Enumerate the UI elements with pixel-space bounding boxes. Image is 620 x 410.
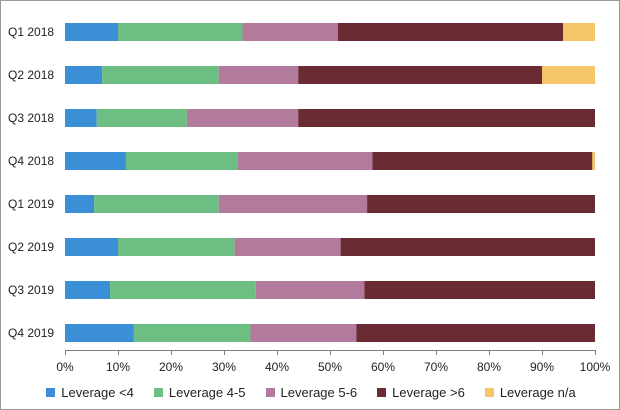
legend-swatch — [265, 388, 275, 397]
legend-swatch — [377, 388, 387, 397]
x-tick-label: 10% — [106, 360, 130, 374]
legend-item: Leverage >6 — [377, 385, 465, 400]
bar-segment — [110, 281, 256, 299]
x-axis-labels: 0% 10% 20% 30% 40% 50% 60% 70% 80% 90% 100% — [56, 360, 610, 374]
bar-segment — [234, 238, 341, 256]
bar-segment — [298, 109, 595, 127]
bar-segment — [102, 66, 219, 84]
bar-segment — [364, 281, 595, 299]
legend-label: Leverage n/a — [499, 385, 576, 400]
x-tick-label: 90% — [530, 360, 554, 374]
x-tick-label: 80% — [477, 360, 501, 374]
x-tick-label: 20% — [159, 360, 183, 374]
bar-segment — [218, 66, 299, 84]
bar-segment — [65, 195, 95, 213]
bar-segment — [65, 23, 118, 41]
bars-layer — [65, 23, 595, 342]
legend-label: Leverage 4-5 — [168, 385, 246, 400]
bar-segment — [356, 324, 595, 342]
legend: Leverage <4 Leverage 4-5 Leverage 5-6 Lever… — [1, 385, 620, 400]
x-tick-label: 60% — [371, 360, 395, 374]
bar-segment — [65, 109, 97, 127]
bar-segment — [367, 195, 595, 213]
x-tick-label: 40% — [265, 360, 289, 374]
bar-segment — [65, 152, 126, 170]
legend-swatch — [484, 388, 494, 397]
bar-segment — [186, 109, 299, 127]
x-tick-label: 0% — [56, 360, 74, 374]
bar-segment — [255, 281, 365, 299]
legend-item: Leverage 5-6 — [265, 385, 358, 400]
bar-segment — [563, 23, 595, 41]
bar-segment — [337, 23, 564, 41]
y-axis-labels: Q1 2018 Q2 2018 Q3 2018 Q4 2018 Q1 2019 Q2 20… — [8, 25, 54, 340]
bar-segment — [125, 152, 238, 170]
bar-segment — [242, 23, 338, 41]
x-tick-label: 30% — [212, 360, 236, 374]
y-axis-label: Q2 2019 — [8, 240, 54, 254]
bar-segment — [250, 324, 357, 342]
legend-label: Leverage >6 — [392, 385, 465, 400]
bar-segment — [65, 238, 118, 256]
bar-segment — [340, 238, 595, 256]
bar-segment — [96, 109, 187, 127]
bar-segment — [65, 66, 103, 84]
bar-segment — [218, 195, 368, 213]
y-axis-label: Q1 2018 — [8, 25, 54, 39]
y-axis-label: Q4 2018 — [8, 154, 54, 168]
legend-swatch — [46, 388, 56, 397]
y-axis-label: Q4 2019 — [8, 326, 54, 340]
y-axis-label: Q3 2019 — [8, 283, 54, 297]
y-axis-label: Q2 2018 — [8, 68, 54, 82]
y-axis-label: Q3 2018 — [8, 111, 54, 125]
bar-segment — [133, 324, 251, 342]
bar-segment — [372, 152, 593, 170]
bar-segment — [542, 66, 595, 84]
legend-swatch — [153, 388, 163, 397]
bar-segment — [237, 152, 373, 170]
legend-item: Leverage n/a — [484, 385, 576, 400]
bar-segment — [592, 152, 595, 170]
x-tick-label: 100% — [580, 360, 611, 374]
x-tick-label: 50% — [318, 360, 342, 374]
y-axis-label: Q1 2019 — [8, 197, 54, 211]
legend-item: Leverage 4-5 — [153, 385, 246, 400]
bar-segment — [65, 281, 111, 299]
bar-segment — [65, 324, 134, 342]
bar-segment — [118, 23, 243, 41]
x-tick-label: 70% — [424, 360, 448, 374]
legend-item: Leverage <4 — [46, 385, 134, 400]
bar-segment — [118, 238, 235, 256]
legend-label: Leverage <4 — [61, 385, 134, 400]
bar-segment — [298, 66, 542, 84]
legend-label: Leverage 5-6 — [280, 385, 358, 400]
x-axis-ticks — [65, 350, 596, 355]
bar-segment — [94, 195, 219, 213]
